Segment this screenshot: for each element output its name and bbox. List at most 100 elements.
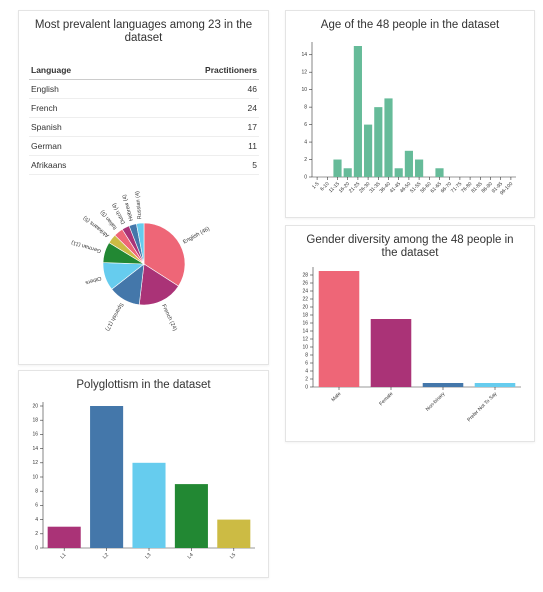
pie-chart: English (46) French (24) Spanish (17) Other… <box>71 191 212 332</box>
y-tick-label: 0 <box>305 384 308 390</box>
age-card: 0 2 4 6 8 10 12 14 1-5 6-10 11-15 16-20 21-25 26-30 31… <box>285 10 535 218</box>
y-tick-label: 8 <box>35 489 38 495</box>
y-tick-label: 14 <box>301 52 307 58</box>
x-tick-label: L2 <box>102 552 110 560</box>
table-row: French 24 <box>29 98 259 118</box>
count-cell: 5 <box>130 155 259 175</box>
slice-label: Russian (4) <box>135 191 144 220</box>
slice-label: German (11) <box>71 239 102 254</box>
gender-card: 0 2 4 6 8 10 12 14 16 18 20 22 24 26 28 Male Female Non-b… <box>285 225 535 442</box>
card-title: Most prevalent languages among 23 in the… <box>34 19 253 44</box>
table-row: Afrikaans 5 <box>29 155 259 175</box>
y-tick-label: 10 <box>302 344 308 350</box>
y-tick-label: 12 <box>32 460 38 466</box>
y-tick-label: 22 <box>302 296 308 302</box>
bar <box>333 159 342 177</box>
y-tick-label: 14 <box>32 446 38 452</box>
x-tick-label: 6-10 <box>319 181 330 192</box>
y-tick-label: 8 <box>305 352 308 358</box>
bar <box>364 124 373 177</box>
language-cell: French <box>29 98 131 118</box>
slice-label: Spanish (17) <box>104 302 125 332</box>
languages-card: Most prevalent languages among 23 in the… <box>18 10 269 365</box>
languages-table: Language Practitioners English 46 French 24… <box>29 61 259 175</box>
card-title: Gender diversity among the 48 people in … <box>306 234 514 259</box>
bar <box>422 383 464 387</box>
y-tick-label: 14 <box>302 328 308 334</box>
x-tick-label: Female <box>378 391 394 407</box>
card-title: Age of the 48 people in the dataset <box>320 19 500 31</box>
count-cell: 17 <box>130 117 259 137</box>
bar <box>435 168 444 177</box>
table-row: German 11 <box>29 136 259 156</box>
count-cell: 11 <box>130 136 259 156</box>
x-tick-label: L5 <box>229 552 237 560</box>
x-tick-label: L4 <box>187 552 195 560</box>
count-cell: 24 <box>130 98 259 118</box>
table-row: Spanish 17 <box>29 117 259 137</box>
language-cell: German <box>29 136 131 156</box>
x-tick-label: Prefer Not To Say <box>466 391 498 423</box>
y-tick-label: 6 <box>35 503 38 509</box>
y-tick-label: 4 <box>35 517 38 523</box>
language-cell: Spanish <box>29 117 131 137</box>
y-tick-label: 10 <box>301 87 307 93</box>
y-tick-label: 2 <box>304 157 307 163</box>
header-cell: Practitioners <box>130 61 259 80</box>
bar <box>394 168 403 177</box>
bar <box>174 484 208 548</box>
y-tick-label: 16 <box>302 320 308 326</box>
y-tick-label: 16 <box>32 432 38 438</box>
y-tick-label: 20 <box>32 403 38 409</box>
slice-label: English (46) <box>182 226 211 245</box>
bar <box>353 46 362 177</box>
y-tick-label: 4 <box>305 368 308 374</box>
bar <box>217 519 251 548</box>
y-tick-label: 24 <box>302 288 308 294</box>
card-title: Polyglottism in the dataset <box>76 379 211 391</box>
bar <box>90 406 124 548</box>
bar <box>415 159 424 177</box>
y-tick-label: 12 <box>302 336 308 342</box>
bar <box>343 168 352 177</box>
y-tick-label: 26 <box>302 280 308 286</box>
header-cell: Language <box>29 61 131 80</box>
table-header: Language Practitioners <box>29 61 259 80</box>
y-tick-label: 6 <box>304 122 307 128</box>
bar <box>370 319 412 387</box>
y-tick-label: 4 <box>304 139 307 145</box>
x-tick-label: Non-binary <box>425 391 447 413</box>
pie-slice <box>136 222 145 265</box>
y-tick-label: 6 <box>305 360 308 366</box>
bar <box>318 271 360 387</box>
polyglot-card: 0 2 4 6 8 10 12 14 16 18 20 L1 L2 L3 L4 L5 Polyglottism… <box>18 370 269 578</box>
bar-chart: 024681012141-56-1011-1516-2021-2526-3031… <box>301 42 516 196</box>
y-tick-label: 12 <box>301 70 307 76</box>
pie-slice <box>138 263 179 306</box>
y-tick-label: 28 <box>302 272 308 278</box>
bar <box>47 526 81 548</box>
x-tick-label: L3 <box>144 552 152 560</box>
table-row: English 46 <box>29 79 259 99</box>
slice-label: French (24) <box>160 304 178 332</box>
bar-chart: 0 2 4 6 8 10 12 14 16 18 20 L1 L2 L3 L4 L5 <box>32 402 255 560</box>
y-tick-label: 10 <box>32 474 38 480</box>
y-tick-label: 0 <box>304 174 307 180</box>
x-tick-label: L1 <box>59 552 67 560</box>
y-tick-label: 8 <box>304 104 307 110</box>
bar <box>474 383 516 387</box>
y-tick-label: 2 <box>35 531 38 537</box>
y-tick-label: 18 <box>302 312 308 318</box>
y-tick-label: 0 <box>35 545 38 551</box>
bar <box>132 462 166 548</box>
y-tick-label: 20 <box>302 304 308 310</box>
x-tick-label: Male <box>330 391 342 403</box>
count-cell: 46 <box>130 79 259 99</box>
x-tick-label: 1-5 <box>311 181 321 191</box>
language-cell: Afrikaans <box>29 155 131 175</box>
bar <box>404 150 413 177</box>
bar <box>384 98 393 177</box>
y-tick-label: 2 <box>305 376 308 382</box>
